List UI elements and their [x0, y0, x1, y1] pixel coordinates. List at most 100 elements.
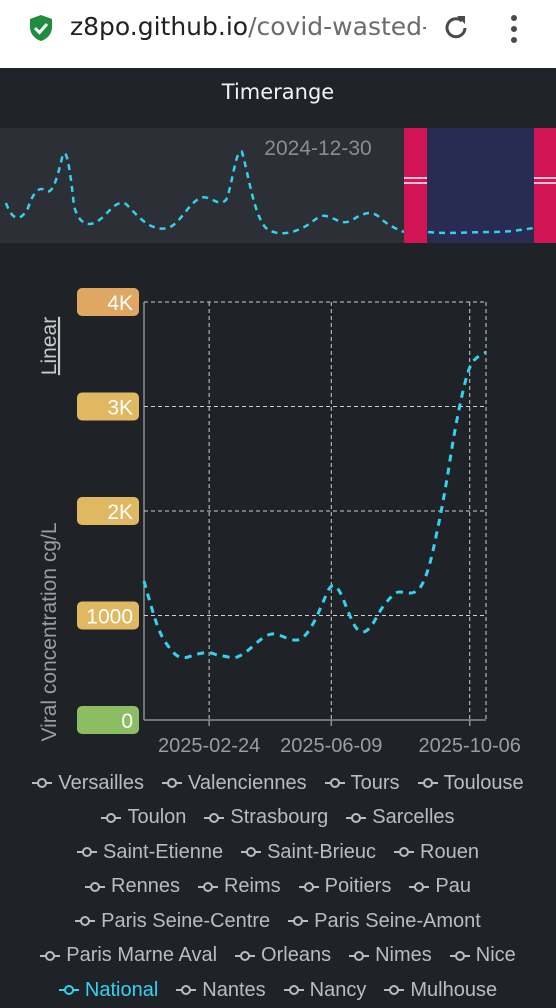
legend-item-paris-seine-amont[interactable]: Paris Seine-Amont	[288, 910, 481, 933]
legend-marker-icon	[283, 985, 304, 996]
legend-marker-icon	[77, 847, 98, 858]
legend-item-reims[interactable]: Reims	[197, 875, 281, 898]
timerange-header: Timerange	[0, 68, 556, 126]
address-bar[interactable]: z8po.github.io/covid-wasted-	[70, 12, 426, 41]
legend-marker-icon	[324, 778, 345, 789]
series-line-national	[142, 350, 487, 660]
legend-marker-icon	[241, 847, 262, 858]
legend-item-paris-seine-centre[interactable]: Paris Seine-Centre	[75, 910, 270, 933]
legend-item-label: Paris Seine-Amont	[314, 909, 481, 932]
legend-item-national[interactable]: National	[58, 978, 159, 1002]
legend-item-orleans[interactable]: Orleans	[235, 944, 331, 967]
legend-item-label: Nantes	[202, 978, 266, 1001]
legend-item-nice[interactable]: Nice	[449, 944, 516, 967]
timerange-start-label: 2024-12-30	[264, 137, 371, 160]
y-tick-badge	[77, 392, 139, 421]
legend-marker-icon	[449, 950, 470, 961]
legend-item-label: National	[84, 978, 159, 1001]
legend-marker-icon	[349, 950, 370, 961]
timerange-overview-line	[4, 150, 405, 235]
shield-check-icon[interactable]	[28, 14, 54, 42]
timerange-brush[interactable]: 2024-12-30	[0, 128, 556, 243]
legend-item-label: Strasbourg	[230, 806, 329, 829]
legend-item-label: Reims	[223, 875, 281, 898]
legend-item-paris-marne-aval[interactable]: Paris Marne Aval	[40, 944, 217, 967]
legend-item-pau[interactable]: Pau	[409, 875, 471, 898]
legend-item-poitiers[interactable]: Poitiers	[298, 875, 392, 898]
legend-item-nimes[interactable]: Nimes	[349, 944, 432, 967]
scale-toggle[interactable]: Linear	[38, 317, 61, 375]
browser-toolbar: z8po.github.io/covid-wasted-	[0, 0, 556, 69]
legend-item-tours[interactable]: Tours	[324, 771, 400, 795]
y-tick-label: 1000	[86, 606, 133, 629]
legend-item-saint-etienne[interactable]: Saint-Etienne	[77, 841, 223, 864]
legend-item-label: Paris Marne Aval	[66, 944, 218, 967]
timerange-left-handle[interactable]	[404, 128, 427, 243]
x-tick-label: 2025-06-09	[280, 735, 382, 757]
legend-item-rennes[interactable]: Rennes	[85, 875, 180, 898]
url-host: z8po.github.io	[70, 12, 249, 41]
legend-item-label: Paris Seine-Centre	[101, 909, 271, 932]
legend-row: Paris Marne Aval Orleans Nimes Nice	[0, 939, 556, 974]
legend-row: Rennes Reims Poitiers Pau	[0, 870, 556, 905]
legend-marker-icon	[101, 812, 122, 823]
legend-item-label: Nimes	[375, 944, 432, 967]
legend-item-saint-brieuc[interactable]: Saint-Brieuc	[241, 841, 376, 864]
legend-row: Paris Seine-Centre Paris Seine-Amont	[0, 904, 556, 939]
legend-item-nancy[interactable]: Nancy	[283, 979, 366, 1002]
legend-row: Versailles Valenciennes Tours Toulouse	[0, 766, 556, 801]
url-path: /covid-wasted-	[248, 12, 426, 41]
legend-item-rouen[interactable]: Rouen	[394, 841, 479, 864]
legend-item-label: Sarcelles	[372, 806, 455, 829]
series-legend: Versailles Valenciennes Tours Toulouse Toulo…	[0, 766, 556, 1008]
legend-marker-icon	[58, 985, 79, 996]
y-tick-badge	[77, 601, 139, 630]
legend-marker-icon	[235, 950, 256, 961]
y-axis-label: Viral concentration cg/L	[38, 522, 61, 741]
y-tick-label: 0	[121, 710, 133, 733]
legend-item-strasbourg[interactable]: Strasbourg	[204, 806, 328, 829]
legend-item-label: Valenciennes	[188, 771, 307, 794]
legend-item-nantes[interactable]: Nantes	[176, 978, 266, 1002]
legend-marker-icon	[346, 812, 367, 823]
legend-item-versailles[interactable]: Versailles	[32, 772, 144, 795]
legend-marker-icon	[298, 881, 319, 892]
legend-row: National Nantes Nancy Mulhouse	[0, 973, 556, 1008]
legend-row: Toulon Strasbourg Sarcelles	[0, 801, 556, 836]
timerange-title: Timerange	[221, 80, 335, 104]
legend-item-label: Rouen	[420, 840, 479, 863]
legend-item-toulon[interactable]: Toulon	[101, 806, 186, 829]
legend-item-label: Toulon	[127, 806, 187, 829]
timerange-right-handle[interactable]	[534, 128, 556, 243]
x-tick-label: 2025-10-06	[419, 735, 521, 757]
legend-marker-icon	[394, 847, 415, 858]
timerange-selection[interactable]	[426, 128, 534, 243]
legend-item-label: Versailles	[58, 771, 145, 794]
legend-marker-icon	[40, 950, 61, 961]
legend-item-label: Pau	[435, 875, 471, 898]
legend-item-label: Poitiers	[324, 875, 392, 898]
legend-marker-icon	[384, 985, 405, 996]
reload-icon[interactable]	[440, 12, 472, 44]
legend-item-valenciennes[interactable]: Valenciennes	[162, 772, 307, 795]
legend-marker-icon	[162, 778, 183, 789]
legend-item-label: Orleans	[261, 944, 332, 967]
legend-item-mulhouse[interactable]: Mulhouse	[384, 979, 497, 1002]
y-tick-badge	[77, 288, 139, 316]
y-tick-label: 3K	[107, 397, 133, 420]
x-tick-label: 2025-02-24	[158, 735, 260, 757]
legend-marker-icon	[32, 778, 53, 789]
legend-item-label: Tours	[350, 771, 400, 794]
legend-item-label: Toulouse	[443, 771, 524, 794]
legend-item-sarcelles[interactable]: Sarcelles	[346, 806, 455, 829]
legend-item-label: Nice	[475, 944, 516, 967]
legend-marker-icon	[204, 812, 225, 823]
legend-item-label: Mulhouse	[410, 978, 498, 1001]
y-tick-badge	[77, 706, 139, 734]
y-tick-label: 4K	[107, 292, 133, 315]
legend-item-toulouse[interactable]: Toulouse	[417, 771, 524, 795]
legend-row: Saint-Etienne Saint-Brieuc Rouen	[0, 835, 556, 870]
legend-item-label: Rennes	[111, 875, 180, 898]
more-vert-icon[interactable]	[500, 12, 528, 46]
legend-marker-icon	[176, 985, 197, 996]
